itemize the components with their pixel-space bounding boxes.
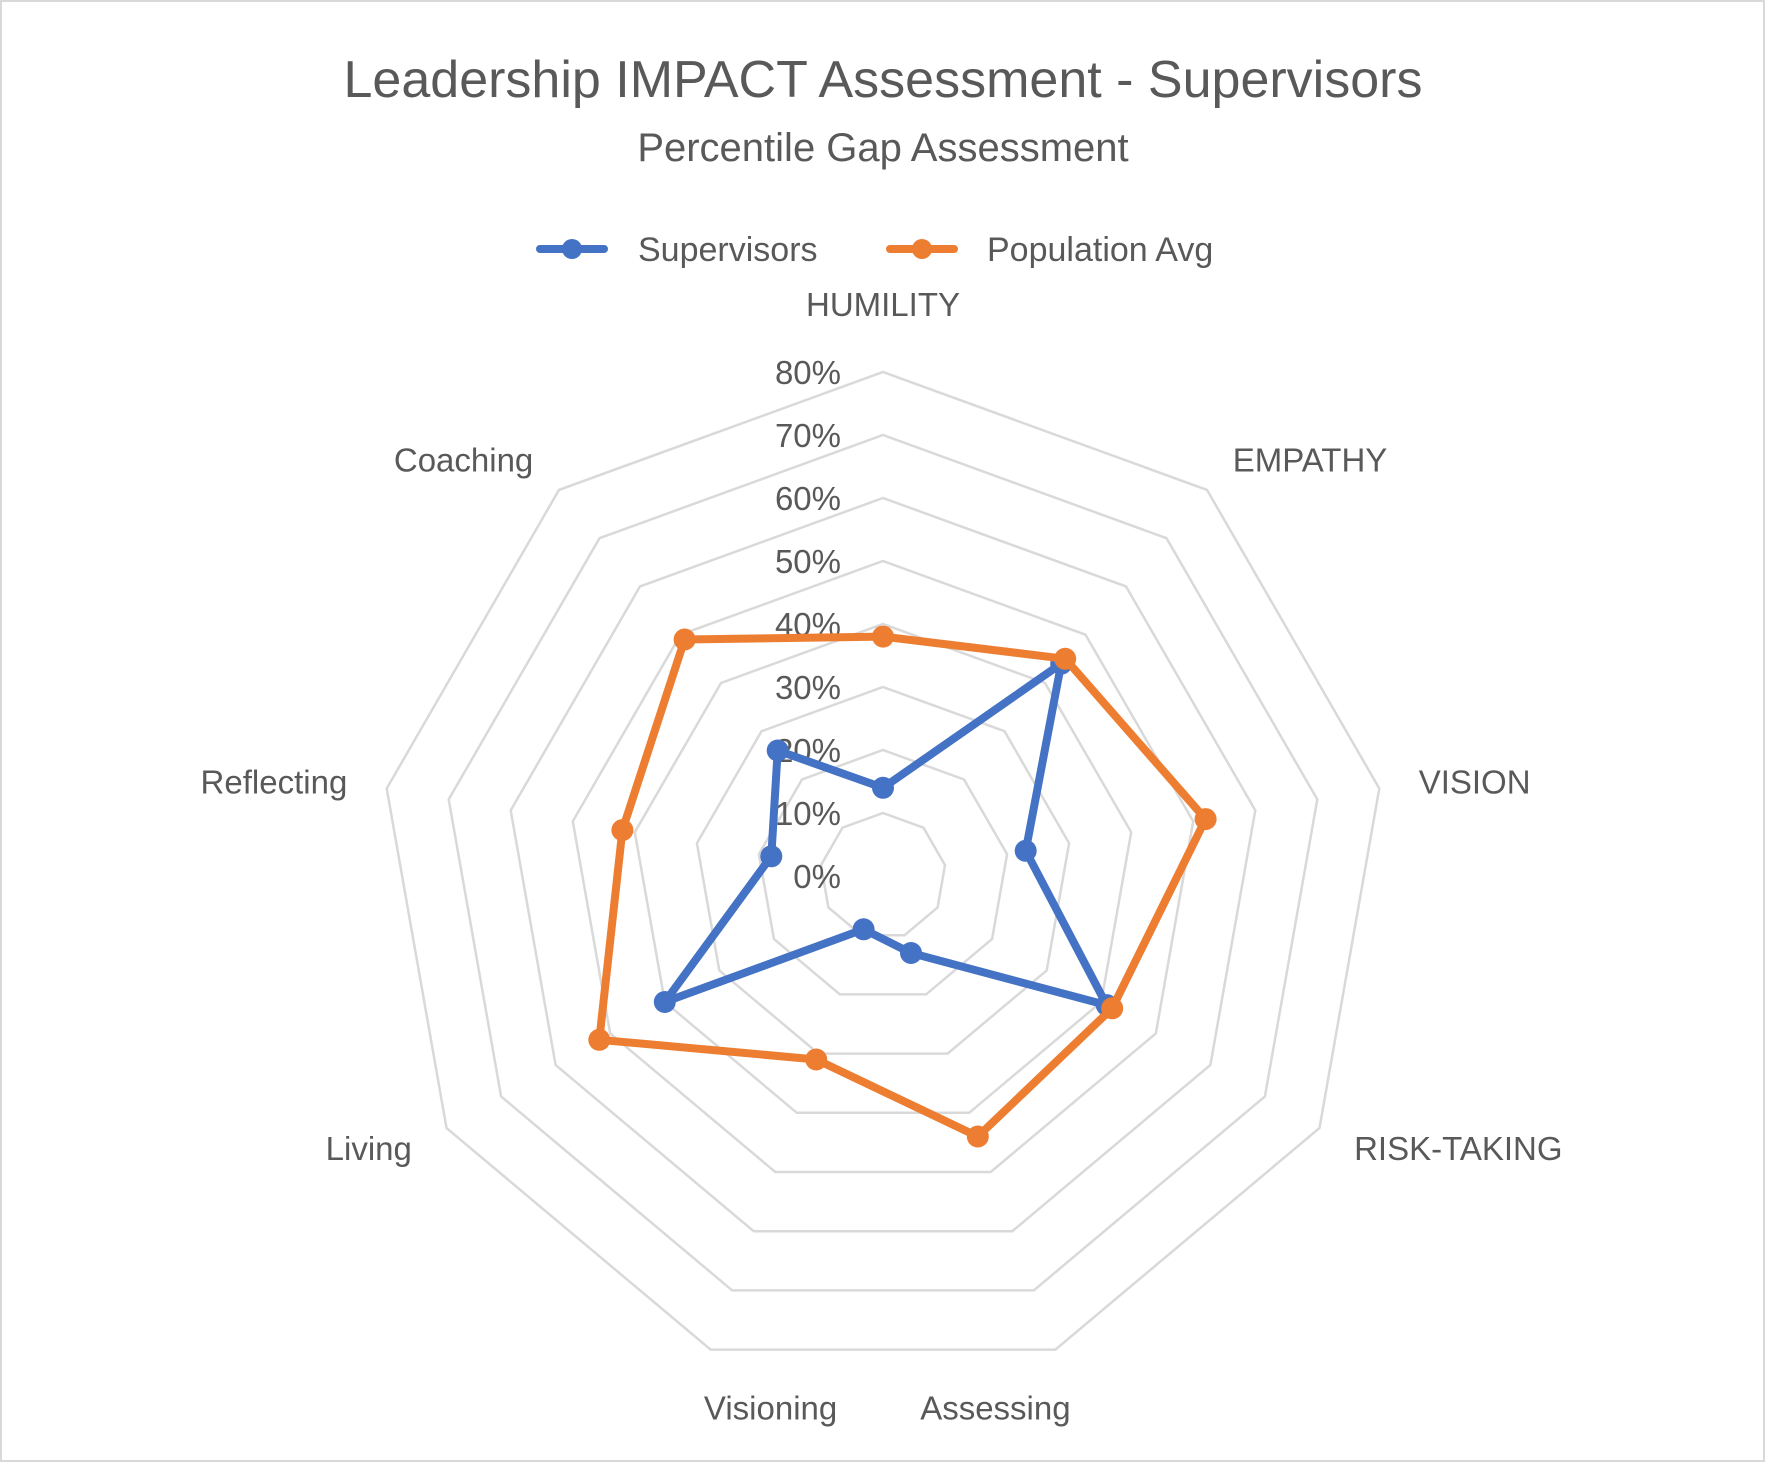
chart-subtitle: Percentile Gap Assessment xyxy=(637,126,1128,170)
data-point-marker[interactable] xyxy=(1194,808,1217,831)
data-point-marker[interactable] xyxy=(852,918,875,941)
data-point-marker[interactable] xyxy=(611,819,634,842)
grid-ring xyxy=(633,622,1133,1115)
grid-ring xyxy=(757,748,1009,996)
category-label: HUMILITY xyxy=(806,286,960,323)
category-label: Assessing xyxy=(920,1390,1070,1427)
grid-ring xyxy=(447,433,1319,1292)
grid-ring xyxy=(695,685,1071,1055)
tick-label: 80% xyxy=(775,354,841,391)
data-point-marker[interactable] xyxy=(1014,839,1037,862)
category-label: Reflecting xyxy=(201,764,348,801)
data-point-marker[interactable] xyxy=(805,1048,828,1071)
data-series xyxy=(588,625,1217,1148)
data-point-marker[interactable] xyxy=(588,1028,611,1051)
data-point-marker[interactable] xyxy=(653,991,676,1013)
data-point-marker[interactable] xyxy=(966,1125,989,1148)
series-line xyxy=(595,632,1210,1141)
data-point-marker[interactable] xyxy=(766,739,789,762)
radar-grid xyxy=(385,370,1381,1351)
data-point-marker[interactable] xyxy=(673,628,696,651)
radial-tick-labels: 0%10%20%30%40%50%60%70%80% xyxy=(775,354,841,895)
data-point-marker[interactable] xyxy=(872,776,894,799)
series-population-avg[interactable] xyxy=(588,625,1217,1148)
category-label: EMPATHY xyxy=(1233,441,1388,478)
legend: Supervisors Population Avg xyxy=(536,231,1213,269)
data-point-marker[interactable] xyxy=(1054,647,1077,670)
data-point-marker[interactable] xyxy=(760,845,783,868)
data-point-marker[interactable] xyxy=(900,942,922,964)
tick-label: 0% xyxy=(793,858,841,895)
legend-item-population-avg[interactable]: Population Avg xyxy=(886,231,1213,269)
legend-label: Population Avg xyxy=(987,231,1213,269)
chart-title: Leadership IMPACT Assessment - Superviso… xyxy=(344,51,1423,109)
category-label: RISK-TAKING xyxy=(1354,1130,1562,1167)
data-point-marker[interactable] xyxy=(1101,997,1124,1020)
series-line xyxy=(660,659,1111,1010)
data-point-marker[interactable] xyxy=(872,625,894,648)
legend-item-supervisors[interactable]: Supervisors xyxy=(536,231,818,269)
grid-ring xyxy=(385,370,1381,1351)
grid-ring xyxy=(509,496,1257,1233)
legend-marker-icon xyxy=(562,239,582,259)
tick-label: 10% xyxy=(775,795,841,832)
category-label: Coaching xyxy=(394,441,533,478)
category-labels: HUMILITY EMPATHY VISION RISK-TAKING Assessin… xyxy=(201,286,1563,1427)
series-supervisors[interactable] xyxy=(653,652,1118,1017)
grid-ring xyxy=(571,559,1195,1174)
legend-marker-icon xyxy=(912,239,932,259)
tick-label: 50% xyxy=(775,543,841,580)
legend-label: Supervisors xyxy=(638,231,818,269)
tick-label: 70% xyxy=(775,417,841,454)
category-label: VISION xyxy=(1419,764,1531,801)
tick-label: 60% xyxy=(775,480,841,517)
category-label: Living xyxy=(326,1130,412,1167)
category-label: Visioning xyxy=(704,1390,837,1427)
tick-label: 30% xyxy=(775,669,841,706)
